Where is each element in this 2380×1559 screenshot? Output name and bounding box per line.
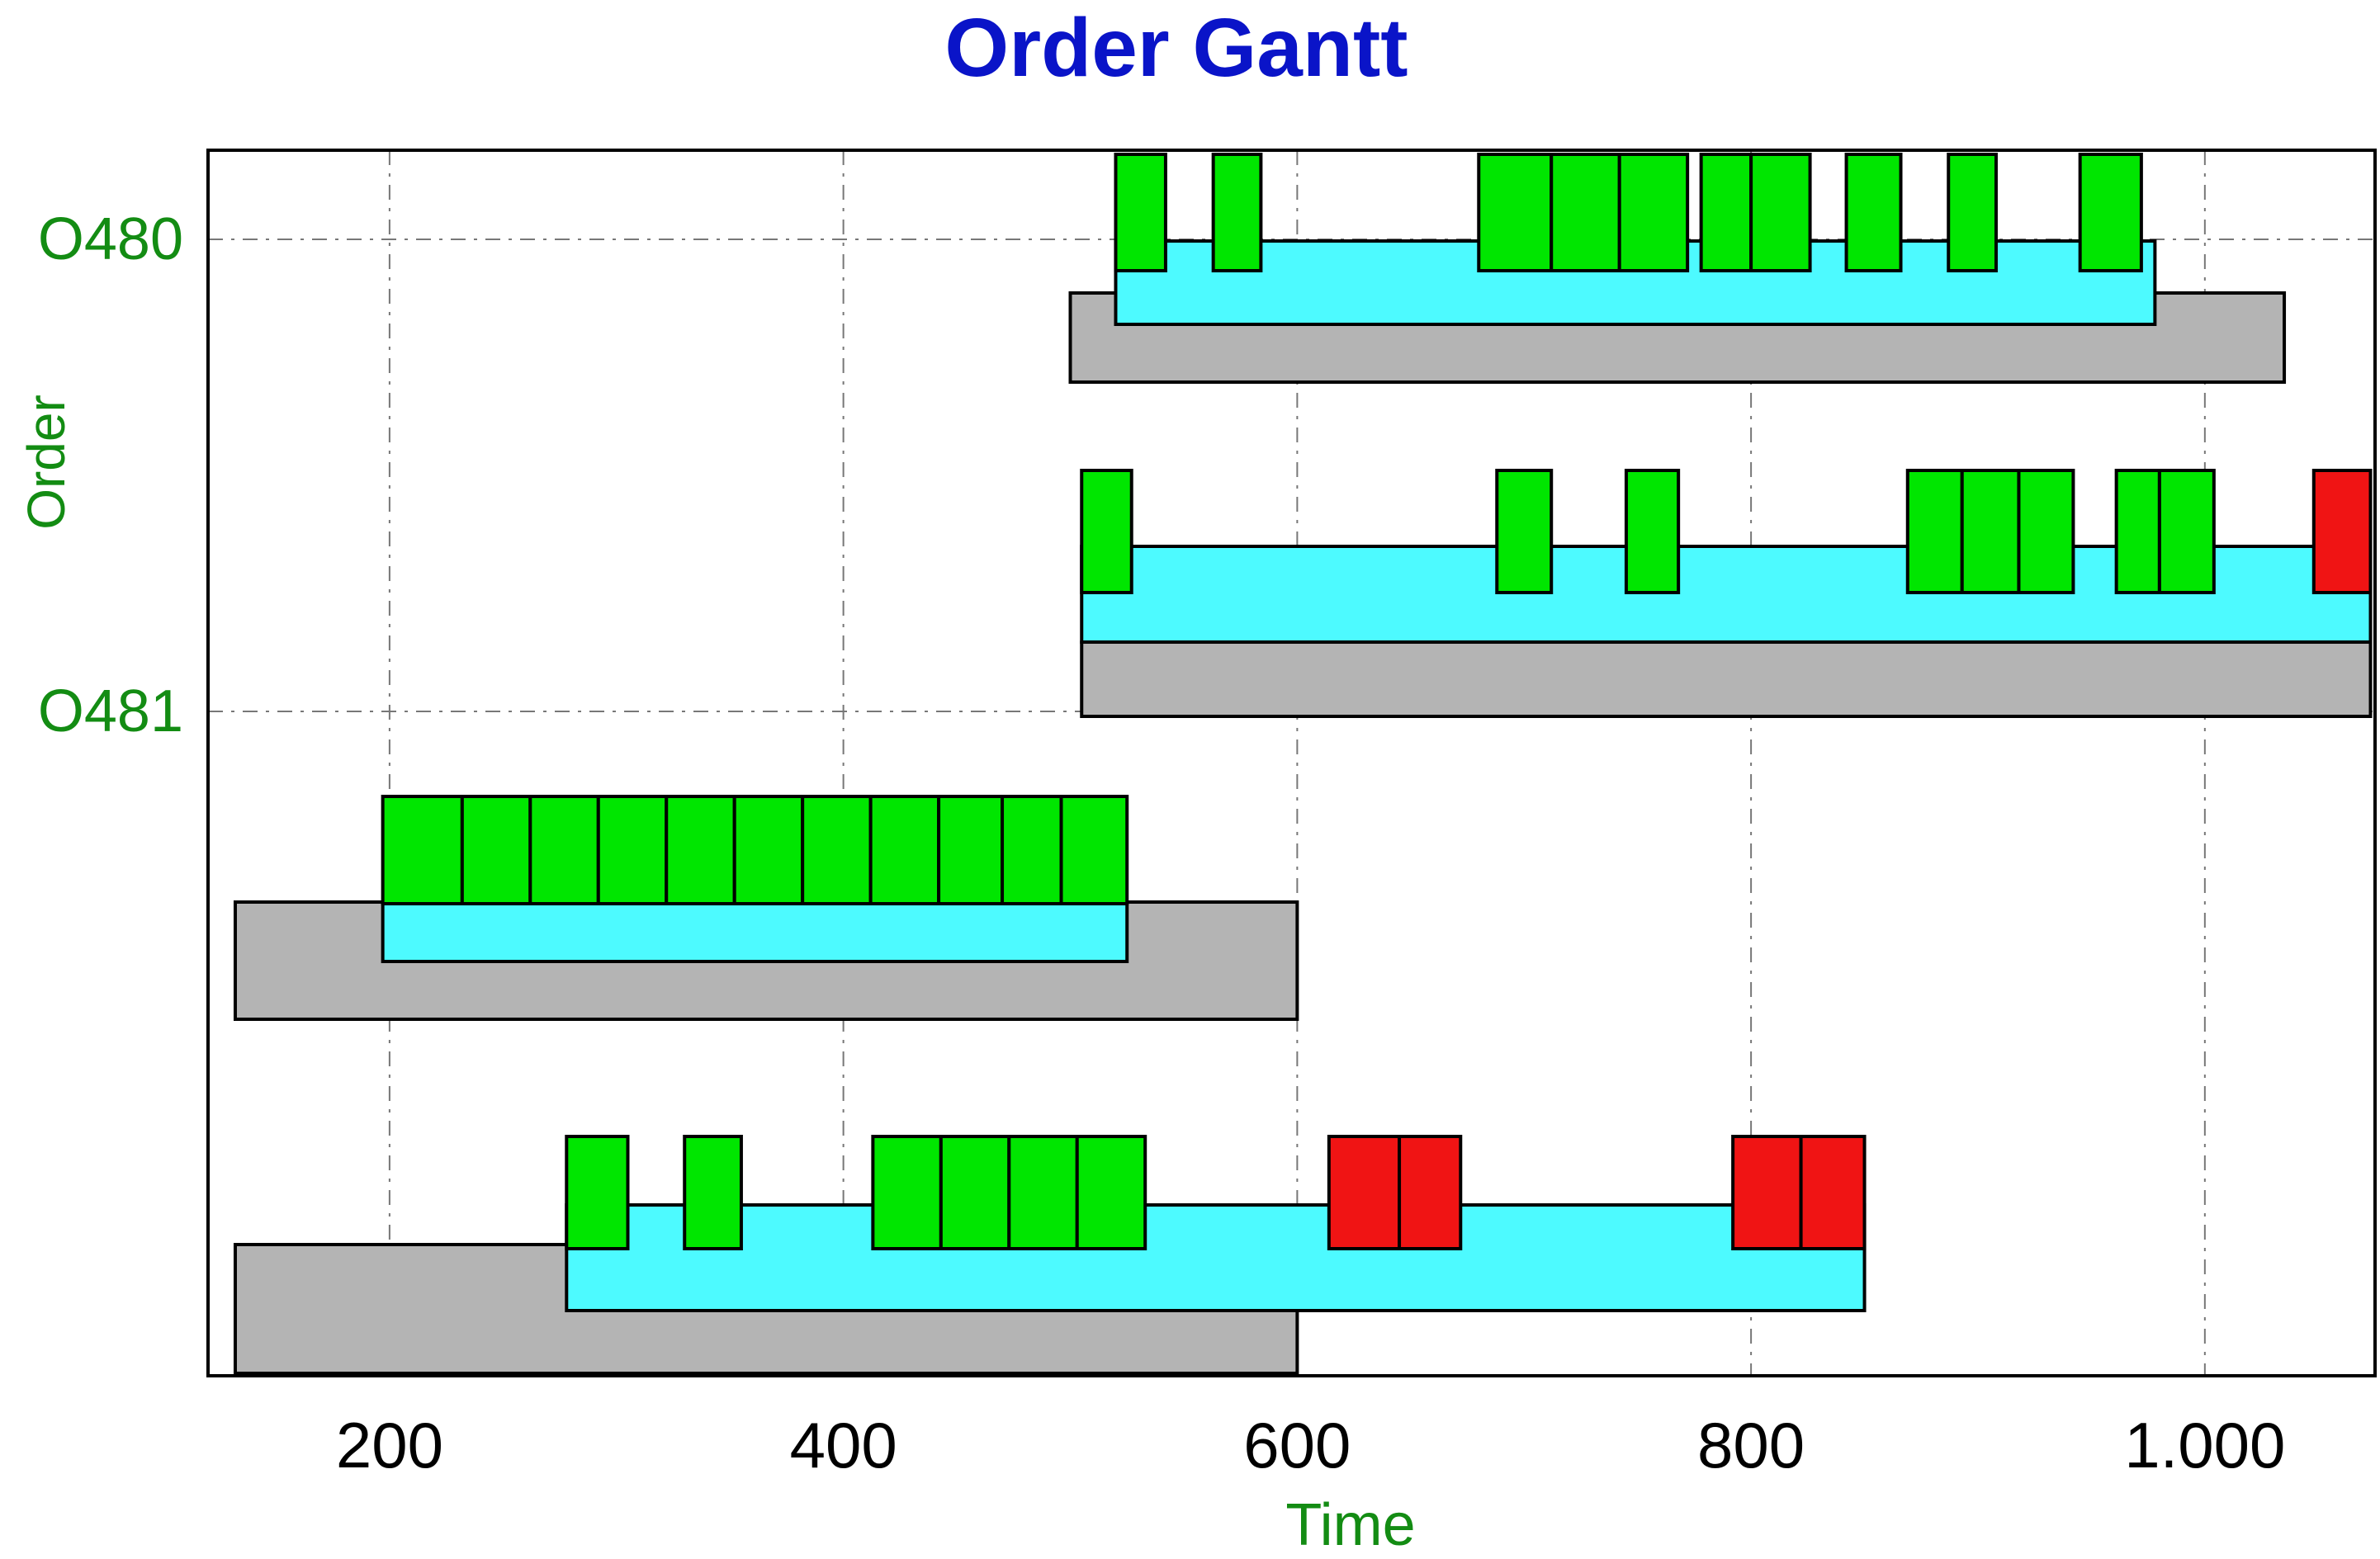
operation-bar[interactable] xyxy=(528,795,600,905)
operation-bar[interactable] xyxy=(460,795,532,905)
operation-bar[interactable] xyxy=(665,795,736,905)
gantt-row xyxy=(233,1135,1867,1375)
operation-bar[interactable] xyxy=(1960,469,2021,594)
y-order-labels: O480 O481 xyxy=(38,206,183,744)
operation-bar-late[interactable] xyxy=(1731,1135,1803,1250)
order-label: O480 xyxy=(38,206,183,272)
operation-bar[interactable] xyxy=(1001,795,1063,905)
operation-bar[interactable] xyxy=(381,795,464,905)
operation-bar[interactable] xyxy=(1211,153,1263,272)
operation-bar[interactable] xyxy=(565,1135,630,1250)
actual-bar[interactable] xyxy=(565,1203,1867,1312)
operation-bar[interactable] xyxy=(871,1135,943,1250)
x-tick-label: 600 xyxy=(1243,1409,1351,1481)
actual-bar[interactable] xyxy=(381,902,1129,963)
gantt-row xyxy=(1068,153,2287,384)
operation-bar[interactable] xyxy=(1550,153,1621,272)
operation-bar[interactable] xyxy=(801,795,873,905)
gantt-rows xyxy=(233,153,2373,1375)
x-tick-label: 1.000 xyxy=(2124,1409,2285,1481)
operation-bar[interactable] xyxy=(2017,469,2075,594)
operation-bar[interactable] xyxy=(868,795,941,905)
operation-bar[interactable] xyxy=(2157,469,2216,594)
operation-bar[interactable] xyxy=(939,1135,1011,1250)
operation-bar[interactable] xyxy=(1749,153,1812,272)
gantt-row xyxy=(1080,469,2373,718)
operation-bar[interactable] xyxy=(1905,469,1964,594)
operation-bar-late[interactable] xyxy=(2311,469,2373,594)
plan-bar[interactable] xyxy=(1080,640,2373,718)
operation-bar[interactable] xyxy=(683,1135,743,1250)
operation-bar[interactable] xyxy=(1114,153,1167,272)
operation-bar[interactable] xyxy=(1477,153,1554,272)
operation-bar[interactable] xyxy=(732,795,805,905)
operation-bar[interactable] xyxy=(1495,469,1554,594)
operation-bar[interactable] xyxy=(1624,469,1681,594)
operation-bar[interactable] xyxy=(1059,795,1129,905)
operation-bar[interactable] xyxy=(596,795,669,905)
y-axis-label: Order xyxy=(17,394,76,530)
operation-bar[interactable] xyxy=(1075,1135,1147,1250)
x-axis-label: Time xyxy=(1285,1492,1415,1558)
gantt-row xyxy=(233,795,1299,1021)
x-tick-label: 800 xyxy=(1697,1409,1805,1481)
operation-bar[interactable] xyxy=(1844,153,1903,272)
operation-bar[interactable] xyxy=(2114,469,2161,594)
operation-bar[interactable] xyxy=(2078,153,2143,272)
operation-bar-late[interactable] xyxy=(1327,1135,1402,1250)
plot-frame xyxy=(206,149,2377,1377)
operation-bar[interactable] xyxy=(937,795,1005,905)
operation-bar-late[interactable] xyxy=(1398,1135,1463,1250)
operation-bar-late[interactable] xyxy=(1799,1135,1867,1250)
operation-bar[interactable] xyxy=(1947,153,1998,272)
operation-bar[interactable] xyxy=(1080,469,1133,594)
operation-bar[interactable] xyxy=(1617,153,1690,272)
x-tick-label: 400 xyxy=(790,1409,897,1481)
x-tick-labels: 200 400 600 800 1.000 xyxy=(336,1409,2286,1481)
chart-title: Order Gantt xyxy=(944,2,1408,94)
operation-bar[interactable] xyxy=(1007,1135,1079,1250)
x-tick-label: 200 xyxy=(336,1409,443,1481)
operation-bar[interactable] xyxy=(1699,153,1753,272)
order-label: O481 xyxy=(38,678,183,744)
